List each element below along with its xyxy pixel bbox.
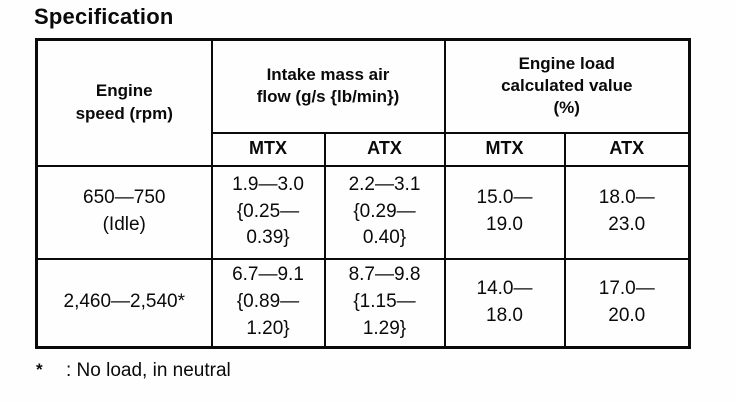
- col-header-load-atx: ATX: [563, 131, 691, 167]
- footnote: * : No load, in neutral: [36, 360, 231, 382]
- cell-load-atx: 18.0— 23.0: [563, 164, 691, 260]
- header-row-sub: MTX ATX MTX ATX: [37, 131, 691, 167]
- col-header-intake-atx: ATX: [323, 131, 446, 167]
- footnote-text: : No load, in neutral: [66, 360, 231, 381]
- table-row-idle: 650—750 (Idle) 1.9—3.0 {0.25— 0.39} 2.2—…: [35, 164, 691, 260]
- cell-load-mtx: 14.0— 18.0: [443, 257, 566, 349]
- table-row-no-load: 2,460—2,540* 6.7—9.1 {0.89— 1.20} 8.7—9.…: [35, 257, 691, 349]
- col-header-engine-speed: Engine speed (rpm): [35, 38, 213, 167]
- col-header-engine-load: Engine load calculated value (%): [443, 38, 691, 134]
- cell-engine-speed: 650—750 (Idle): [35, 164, 213, 260]
- col-header-intake-mtx: MTX: [210, 131, 326, 167]
- col-header-intake-mass-air-flow: Intake mass air flow (g/s {lb/min}): [210, 38, 446, 134]
- cell-load-mtx: 15.0— 19.0: [443, 164, 566, 260]
- footnote-symbol: *: [36, 360, 43, 379]
- col-header-load-mtx: MTX: [443, 131, 566, 167]
- cell-engine-speed: 2,460—2,540*: [35, 257, 213, 349]
- page-title: Specification: [34, 4, 174, 29]
- specification-table: Engine speed (rpm) Intake mass air flow …: [35, 38, 691, 349]
- cell-intake-atx: 8.7—9.8 {1.15— 1.29}: [323, 257, 446, 349]
- cell-intake-mtx: 6.7—9.1 {0.89— 1.20}: [210, 257, 326, 349]
- cell-intake-atx: 2.2—3.1 {0.29— 0.40}: [323, 164, 446, 260]
- header-row-main: Engine speed (rpm) Intake mass air flow …: [35, 38, 691, 167]
- cell-intake-mtx: 1.9—3.0 {0.25— 0.39}: [210, 164, 326, 260]
- cell-load-atx: 17.0— 20.0: [563, 257, 691, 349]
